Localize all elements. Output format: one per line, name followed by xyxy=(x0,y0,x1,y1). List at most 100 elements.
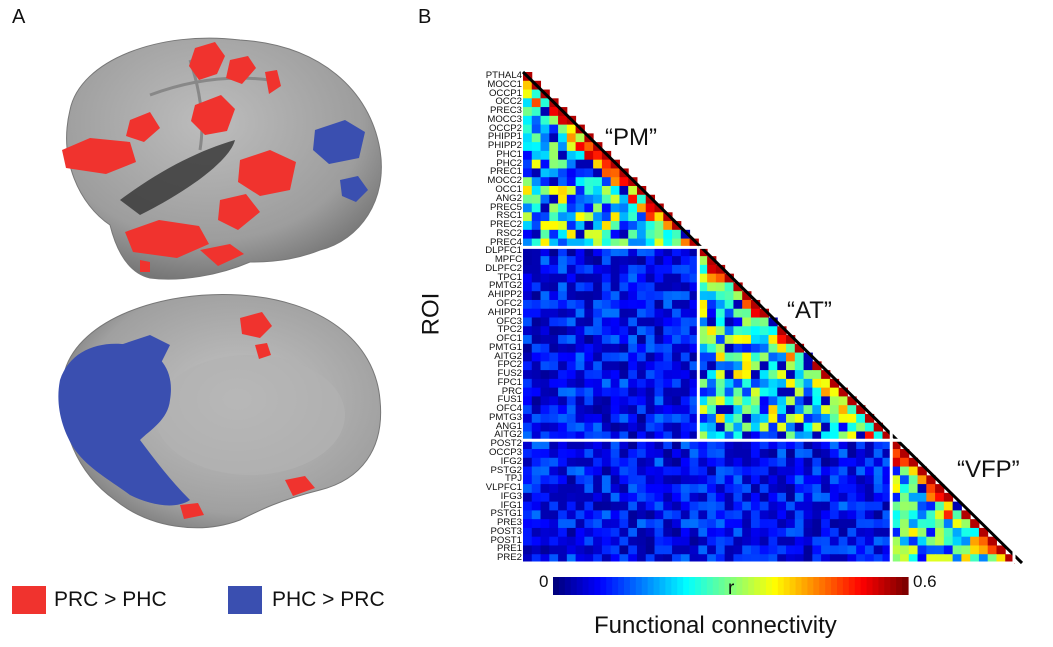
matrix-cell xyxy=(680,457,691,468)
matrix-cell xyxy=(654,203,664,213)
matrix-cell xyxy=(672,370,682,380)
matrix-cell xyxy=(794,457,805,468)
matrix-cell xyxy=(882,492,892,503)
matrix-cell xyxy=(707,317,717,327)
matrix-cell xyxy=(610,352,620,362)
roi-label: PRE1 xyxy=(496,543,522,555)
matrix-cell xyxy=(829,492,840,503)
matrix-cell xyxy=(680,308,691,318)
matrix-cell xyxy=(566,536,577,546)
matrix-cell xyxy=(593,159,603,169)
matrix-cell xyxy=(978,527,989,538)
matrix-cell xyxy=(838,396,848,406)
matrix-cell xyxy=(794,536,805,546)
matrix-cell xyxy=(786,343,796,354)
matrix-cell xyxy=(952,554,962,564)
matrix-cell xyxy=(575,343,585,354)
colorbar-max-label: 0.6 xyxy=(913,572,937,591)
matrix-cell xyxy=(558,413,568,424)
matrix-cell xyxy=(654,335,664,345)
matrix-cell xyxy=(707,457,717,468)
matrix-cell xyxy=(759,326,769,336)
matrix-cell xyxy=(829,431,840,441)
matrix-cell xyxy=(654,510,664,520)
matrix-cell xyxy=(540,554,550,564)
matrix-cell xyxy=(943,545,954,555)
matrix-cell xyxy=(523,221,533,231)
matrix-cell xyxy=(531,264,542,275)
matrix-cell xyxy=(523,317,533,327)
matrix-cell xyxy=(549,510,559,520)
matrix-cell xyxy=(531,527,542,538)
matrix-cell xyxy=(847,466,857,476)
matrix-cell xyxy=(891,492,901,503)
matrix-cell xyxy=(663,212,673,222)
matrix-cell xyxy=(803,370,813,380)
roi-label: PHC2 xyxy=(496,157,522,169)
matrix-cell xyxy=(549,168,559,178)
matrix-cell xyxy=(636,475,647,485)
roi-label: PREC4 xyxy=(490,236,522,248)
matrix-cell xyxy=(575,440,585,450)
matrix-cell xyxy=(663,431,673,441)
matrix-cell xyxy=(575,492,585,503)
matrix-cell xyxy=(540,203,550,213)
matrix-cell xyxy=(558,492,568,503)
matrix-cell xyxy=(531,229,542,240)
matrix-cell xyxy=(794,405,805,415)
matrix-cell xyxy=(654,256,664,266)
matrix-cell xyxy=(645,264,656,275)
matrix-cell xyxy=(584,221,594,231)
matrix-cell xyxy=(575,475,585,485)
matrix-cell xyxy=(584,185,594,196)
matrix-cell xyxy=(680,484,691,494)
matrix-cell xyxy=(636,536,647,546)
matrix-cell xyxy=(636,449,647,459)
matrix-cell xyxy=(829,440,840,450)
roi-label: PSTG1 xyxy=(490,508,522,520)
matrix-cell xyxy=(821,527,831,538)
matrix-cell xyxy=(821,387,831,397)
matrix-cell xyxy=(864,527,875,538)
matrix-cell xyxy=(566,159,577,169)
matrix-cell xyxy=(663,221,673,231)
matrix-cell xyxy=(531,107,542,117)
matrix-cell xyxy=(672,422,682,432)
matrix-cell xyxy=(707,396,717,406)
colorbar-segment xyxy=(647,577,655,595)
matrix-cell xyxy=(750,484,761,494)
matrix-cell xyxy=(689,291,699,301)
matrix-cell xyxy=(523,256,533,266)
matrix-cell xyxy=(724,527,734,538)
matrix-cell xyxy=(829,466,840,476)
matrix-cell xyxy=(742,308,752,318)
matrix-cell xyxy=(750,527,761,538)
matrix-cell xyxy=(636,212,647,222)
matrix-cell xyxy=(768,501,778,511)
matrix-cell xyxy=(698,343,708,354)
matrix-cell xyxy=(847,510,857,520)
matrix-cell xyxy=(742,545,752,555)
matrix-cell xyxy=(584,256,594,266)
matrix-cell xyxy=(900,457,910,468)
matrix-cell xyxy=(715,536,726,546)
matrix-cell xyxy=(531,431,542,441)
matrix-cell xyxy=(540,124,550,134)
matrix-cell xyxy=(698,396,708,406)
matrix-cell xyxy=(663,413,673,424)
matrix-cell xyxy=(540,527,550,538)
matrix-cell xyxy=(645,519,656,529)
matrix-cell xyxy=(645,554,656,564)
matrix-cell xyxy=(698,273,708,283)
matrix-cell xyxy=(750,422,761,432)
roi-label: PREC1 xyxy=(490,166,522,178)
matrix-cell xyxy=(759,492,769,503)
matrix-cell xyxy=(847,440,857,450)
matrix-cell xyxy=(908,457,919,468)
matrix-cell xyxy=(978,536,989,546)
matrix-cell xyxy=(943,536,954,546)
matrix-cell xyxy=(549,527,559,538)
matrix-cell xyxy=(645,413,656,424)
matrix-cell xyxy=(689,519,699,529)
matrix-cell xyxy=(523,142,533,152)
